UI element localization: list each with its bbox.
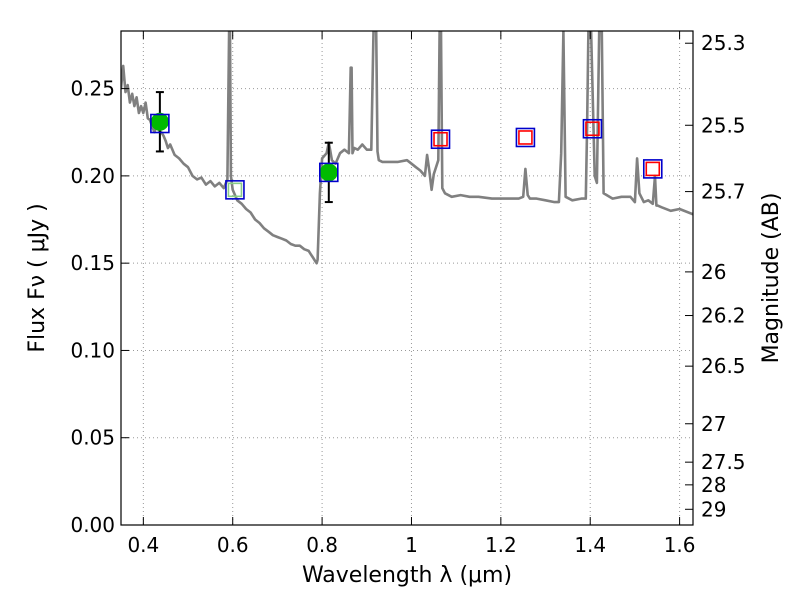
x-tick-label: 1.2 <box>485 533 517 557</box>
right-tick-label: 29 <box>701 497 726 521</box>
right-tick-label: 25.7 <box>701 180 746 204</box>
observed-flux-point <box>319 163 338 182</box>
y-tick-label: 0.05 <box>70 426 115 450</box>
right-tick-label: 26.2 <box>701 304 746 328</box>
x-tick-label: 1.4 <box>574 533 606 557</box>
right-tick-label: 26.5 <box>701 354 746 378</box>
model-photometry-box <box>430 129 451 150</box>
x-axis-ticks: 0.4 0.6 0.8 1 1.2 1.4 1.6 <box>127 31 696 557</box>
x-axis-title: Wavelength λ (μm) <box>302 563 512 588</box>
nondetection-marker <box>227 182 243 198</box>
model-photometry-box <box>225 180 245 200</box>
right-tick-label: 27 <box>701 412 726 436</box>
model-spectrum-line <box>121 31 693 265</box>
right-tick-label: 28 <box>701 473 726 497</box>
plot-area <box>121 31 693 265</box>
y-tick-label: 0.25 <box>70 77 115 101</box>
nondetection-marker <box>645 161 661 177</box>
x-tick-label: 0.6 <box>217 533 249 557</box>
photometry-markers <box>150 91 663 204</box>
model-photometry-box <box>318 162 339 183</box>
nondetection-marker <box>518 130 533 145</box>
observed-flux-point <box>150 112 169 131</box>
nondetection-marker <box>585 121 600 137</box>
right-tick-label: 25.3 <box>701 31 746 55</box>
plot-frame <box>120 30 694 526</box>
right-tick-label: 25.5 <box>701 113 746 137</box>
right-tick-label: 26 <box>701 260 726 284</box>
model-photometry-box <box>582 118 603 139</box>
x-tick-label: 0.4 <box>127 533 159 557</box>
y-tick-label: 0.00 <box>70 513 115 537</box>
y-tick-label: 0.20 <box>70 164 115 188</box>
y-tick-label: 0.10 <box>70 338 115 362</box>
model-photometry-box <box>642 159 663 179</box>
x-tick-label: 1.6 <box>664 533 696 557</box>
model-photometry-box <box>515 127 536 148</box>
right-tick-label: 27.5 <box>701 450 746 474</box>
y-axis-title: Flux Fν ( μJy ) <box>25 203 50 352</box>
x-tick-label: 0.8 <box>306 533 338 557</box>
y-tick-label: 0.15 <box>70 251 115 275</box>
x-tick-label: 1 <box>405 533 418 557</box>
model-photometry-box <box>150 113 170 134</box>
right-axis-title: Magnitude (AB) <box>759 193 784 364</box>
y-axis-ticks: 0.00 0.05 0.10 0.15 0.20 0.25 <box>70 77 129 537</box>
nondetection-marker <box>433 131 448 147</box>
